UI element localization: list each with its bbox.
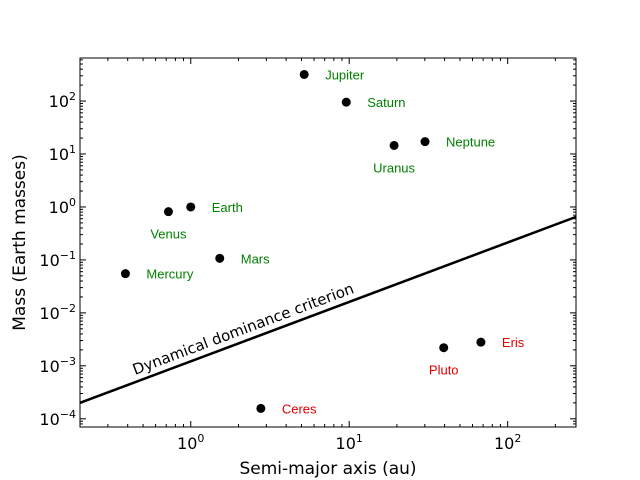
label-mercury: Mercury bbox=[146, 267, 193, 282]
point-jupiter bbox=[299, 69, 309, 79]
label-mars: Mars bbox=[241, 251, 270, 266]
label-venus: Venus bbox=[150, 227, 187, 242]
point-mercury bbox=[120, 269, 130, 279]
label-uranus: Uranus bbox=[373, 160, 415, 175]
label-jupiter: Jupiter bbox=[325, 67, 365, 82]
label-pluto: Pluto bbox=[429, 363, 459, 378]
point-mars bbox=[215, 253, 225, 263]
y-tick-label: 102 bbox=[49, 90, 76, 111]
label-saturn: Saturn bbox=[367, 95, 405, 110]
point-earth bbox=[186, 202, 196, 212]
point-pluto bbox=[439, 343, 449, 353]
x-tick-label: 100 bbox=[177, 432, 204, 453]
x-axis-label: Semi-major axis (au) bbox=[239, 459, 416, 479]
label-earth: Earth bbox=[212, 200, 243, 215]
x-tick-label: 102 bbox=[494, 432, 521, 453]
x-tick-label: 101 bbox=[336, 432, 363, 453]
plot-frame bbox=[79, 57, 577, 428]
y-tick-label: 10−4 bbox=[39, 408, 76, 429]
y-tick-label: 10−3 bbox=[39, 355, 76, 376]
point-saturn bbox=[341, 97, 351, 107]
axis-tick-labels: 100 101 102 10−4 10−3 10−2 10−1 100 101 102 bbox=[39, 90, 521, 453]
dynamical-dominance-line bbox=[79, 215, 577, 405]
y-tick-label: 101 bbox=[49, 143, 76, 164]
point-venus bbox=[163, 207, 173, 217]
label-eris: Eris bbox=[502, 335, 525, 350]
y-tick-label: 10−1 bbox=[39, 249, 76, 270]
label-ceres: Ceres bbox=[282, 401, 317, 416]
point-uranus bbox=[389, 140, 399, 150]
point-eris bbox=[476, 337, 486, 347]
criterion-line-layer: Dynamical dominance criterion bbox=[79, 215, 577, 405]
point-neptune bbox=[420, 137, 430, 147]
y-tick-label: 100 bbox=[49, 196, 76, 217]
point-ceres bbox=[256, 403, 266, 413]
label-neptune: Neptune bbox=[446, 135, 495, 150]
criterion-label: Dynamical dominance criterion bbox=[130, 279, 356, 378]
y-tick-label: 10−2 bbox=[39, 302, 76, 323]
y-axis-label: Mass (Earth masses) bbox=[10, 154, 30, 330]
